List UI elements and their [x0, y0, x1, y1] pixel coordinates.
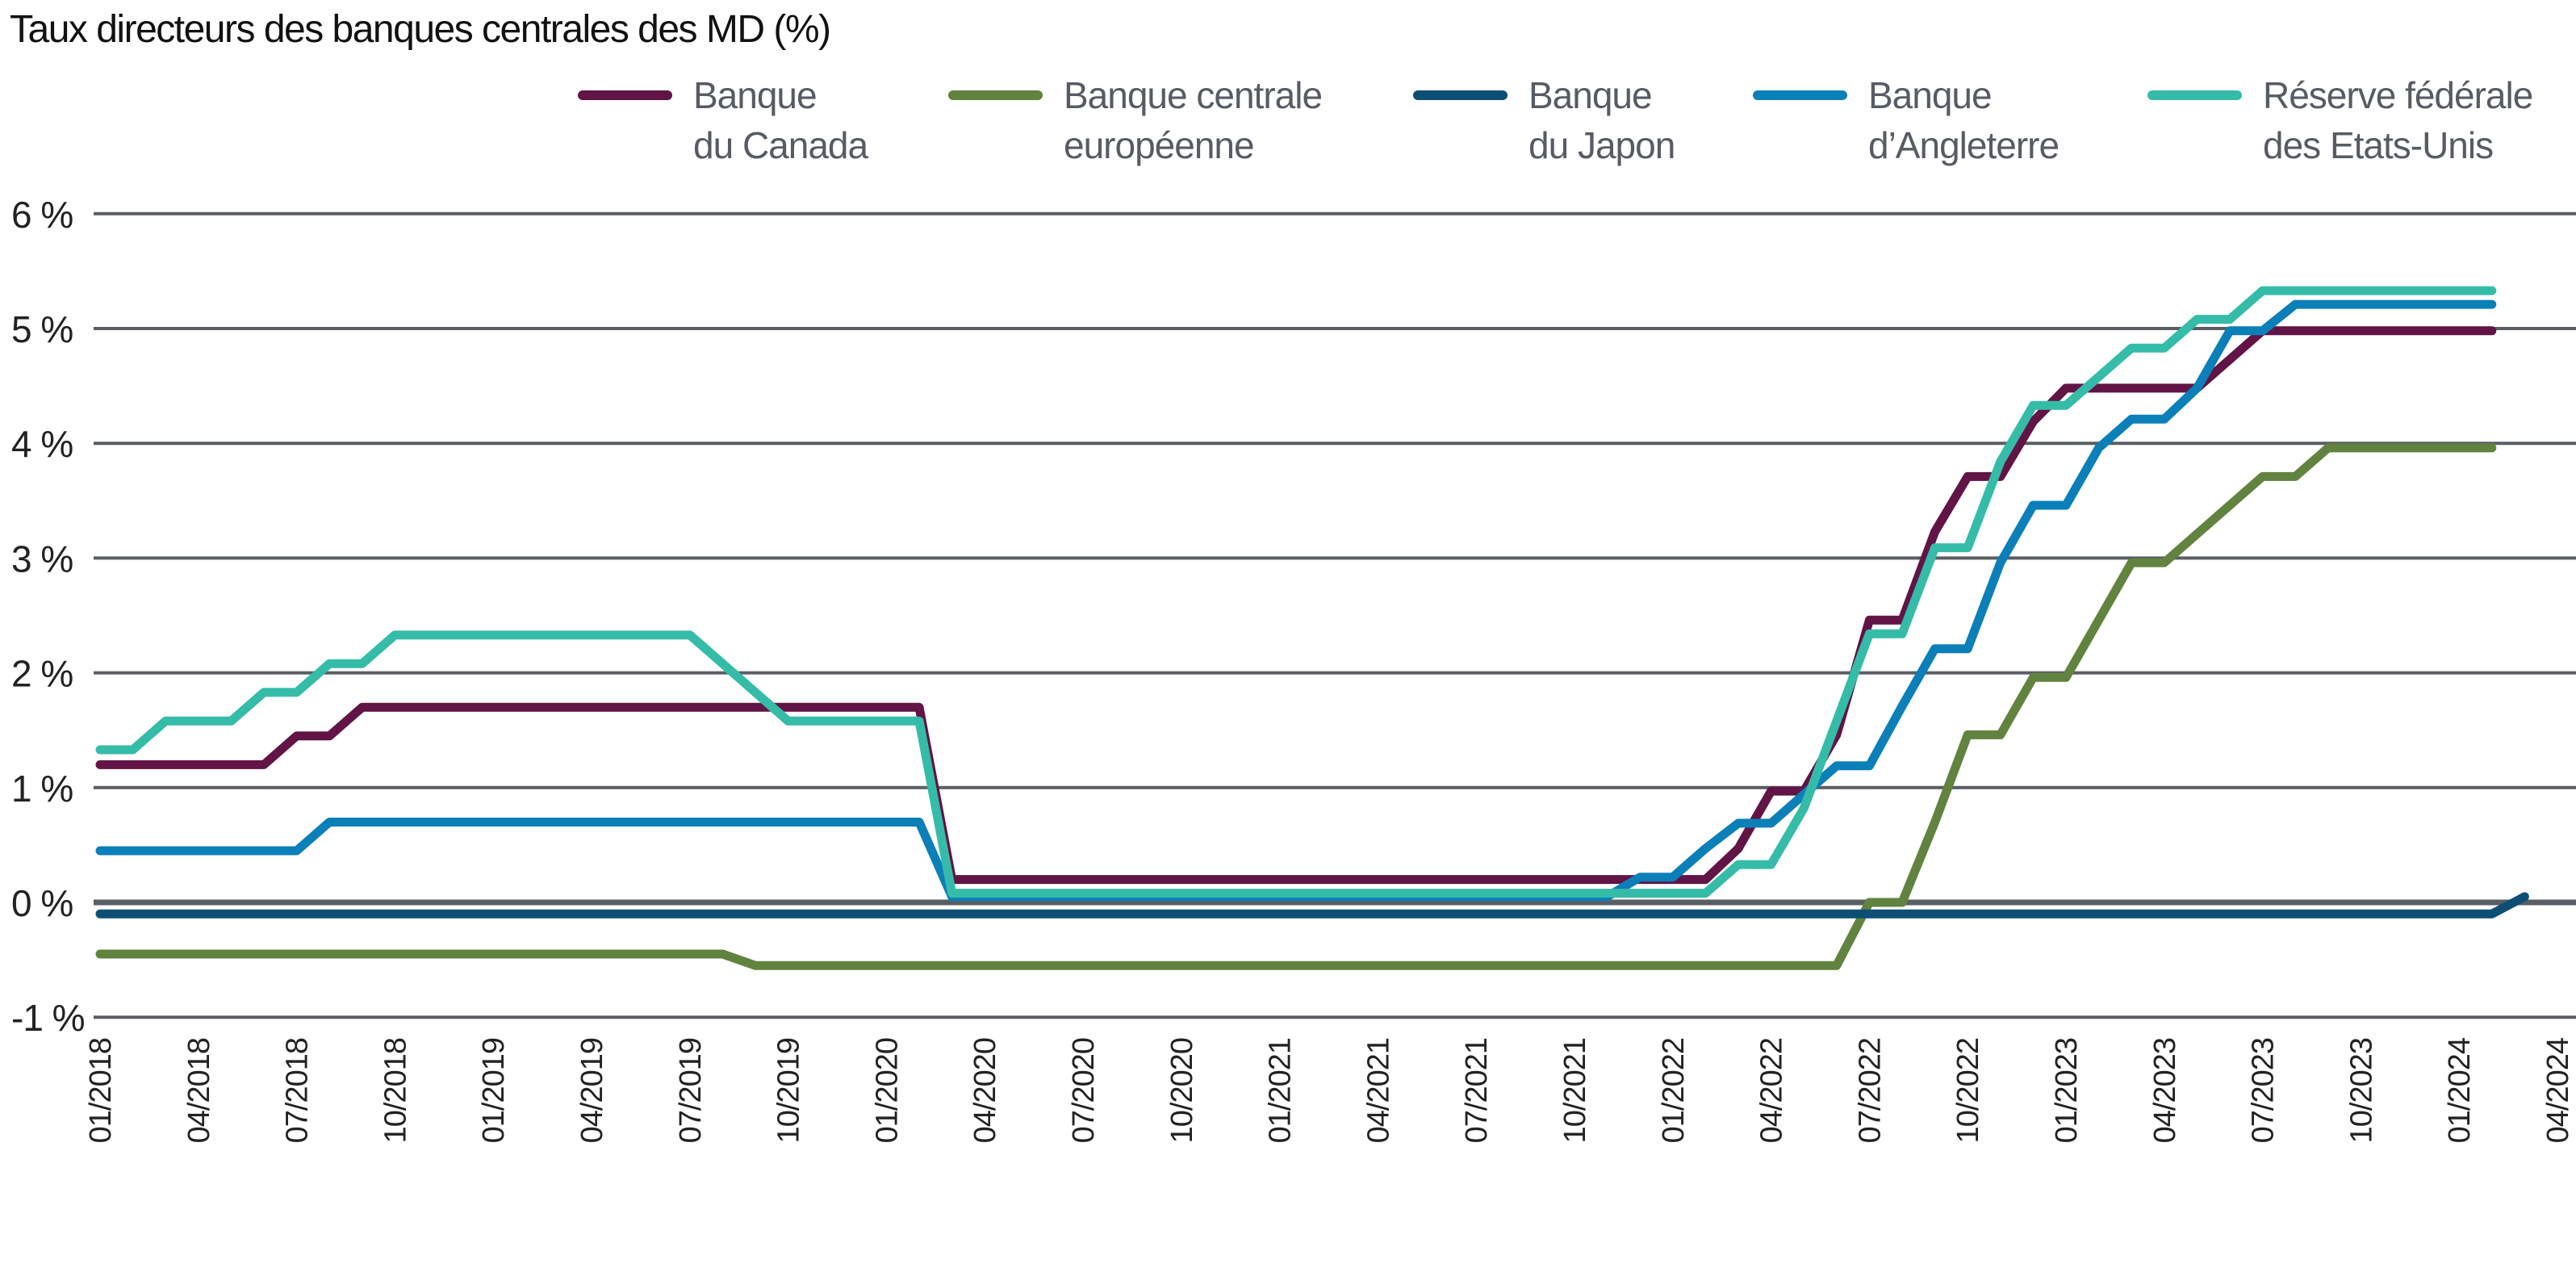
x-tick-label: 07/2018	[281, 1038, 315, 1143]
legend-item: Réserve fédérale des Etats-Unis	[2147, 74, 2533, 166]
y-tick-label: 1 %	[11, 768, 73, 810]
x-tick-label: 04/2019	[575, 1038, 609, 1143]
x-tick-label: 10/2023	[2344, 1038, 2378, 1143]
legend-label: du Canada	[693, 124, 868, 166]
legend-item: Banque d’Angleterre	[1753, 74, 2060, 166]
y-tick-label: 4 %	[11, 423, 73, 465]
x-tick-label: 07/2022	[1853, 1038, 1887, 1143]
x-tick-label: 04/2018	[182, 1038, 216, 1143]
x-tick-label: 04/2022	[1755, 1038, 1789, 1143]
y-axis-labels: 6 % 5 % 4 % 3 % 2 % 1 % 0 % -1 %	[11, 194, 86, 1039]
y-tick-label: 3 %	[11, 538, 73, 580]
y-tick-label: 6 %	[11, 194, 73, 236]
legend-label: Banque centrale	[1064, 74, 1322, 116]
x-tick-label: 01/2023	[2050, 1038, 2084, 1143]
legend-item: Banque centrale européenne	[948, 74, 1323, 166]
legend-label: Réserve fédérale	[2263, 74, 2532, 116]
x-tick-label: 04/2024	[2541, 1037, 2575, 1143]
series-line-2	[95, 892, 2529, 919]
x-tick-label: 01/2024	[2443, 1037, 2477, 1143]
series-lines	[95, 286, 2529, 970]
series-line-3	[95, 299, 2497, 902]
x-tick-label: 10/2019	[772, 1038, 806, 1143]
x-tick-label: 01/2021	[1264, 1038, 1298, 1143]
legend-label: européenne	[1064, 124, 1254, 166]
legend-label: Banque	[1868, 74, 1992, 116]
legend-label: des Etats-Unis	[2263, 124, 2493, 166]
x-tick-label: 07/2019	[674, 1038, 708, 1143]
y-tick-label: 0 %	[11, 882, 73, 924]
legend-label: Banque	[693, 74, 817, 116]
x-tick-label: 10/2021	[1558, 1038, 1592, 1143]
x-tick-label: 07/2021	[1460, 1038, 1494, 1143]
x-tick-label: 10/2018	[378, 1038, 412, 1143]
x-tick-label: 01/2020	[870, 1038, 904, 1143]
x-tick-label: 04/2021	[1361, 1038, 1395, 1143]
series-line-1	[95, 443, 2497, 970]
chart-title: Taux directeurs des banques centrales de…	[10, 8, 830, 51]
x-axis-labels: 01/2018 04/2018 07/2018 10/2018 01/2019 04/20…	[84, 1037, 2575, 1143]
gridlines	[94, 211, 2576, 1019]
legend-item: Banque du Canada	[578, 74, 869, 166]
y-tick-label: -1 %	[11, 997, 85, 1039]
legend: Banque du Canada Banque centrale européenne…	[578, 74, 2533, 166]
x-tick-label: 04/2023	[2148, 1038, 2182, 1143]
x-tick-label: 10/2020	[1165, 1038, 1199, 1143]
x-tick-label: 07/2020	[1067, 1038, 1101, 1143]
series-line-0	[95, 326, 2497, 885]
legend-label: Banque	[1528, 74, 1652, 116]
legend-label: d’Angleterre	[1868, 124, 2059, 166]
x-tick-label: 01/2018	[84, 1038, 118, 1143]
x-tick-label: 10/2022	[1951, 1038, 1985, 1143]
x-tick-label: 07/2023	[2247, 1038, 2281, 1143]
x-tick-label: 04/2020	[968, 1038, 1002, 1143]
series-line-4	[95, 286, 2497, 898]
y-tick-label: 2 %	[11, 653, 73, 695]
legend-label: du Japon	[1528, 124, 1675, 166]
x-tick-label: 01/2019	[477, 1038, 511, 1143]
y-tick-label: 5 %	[11, 308, 73, 350]
legend-item: Banque du Japon	[1413, 74, 1675, 166]
x-tick-label: 01/2022	[1657, 1038, 1691, 1143]
